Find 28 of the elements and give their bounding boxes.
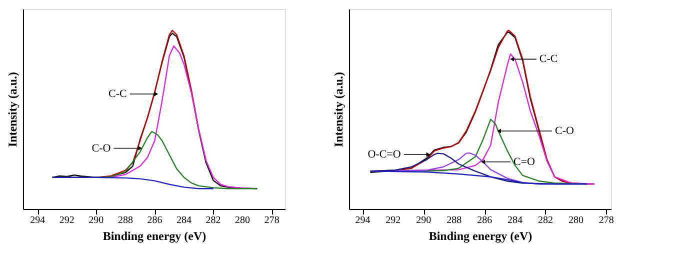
x-tick-label: 284 [508, 215, 523, 226]
x-tick-label: 290 [88, 215, 104, 226]
x-axis-title: Binding energy (eV) [428, 229, 532, 243]
x-tick-label: 278 [598, 215, 614, 226]
x-tick-label: 288 [118, 215, 133, 226]
x-tick-label: 282 [538, 215, 553, 226]
x-tick-label: 282 [206, 215, 221, 226]
x-tick-label: 294 [355, 215, 370, 226]
x-tick-label: 288 [446, 215, 462, 226]
x-tick-label: 286 [147, 215, 162, 226]
y-axis-title: Intensity (a.u.) [332, 72, 346, 148]
x-tick-label: 292 [386, 215, 401, 226]
x-tick-label: 286 [477, 215, 492, 226]
x-axis-title: Binding energy (eV) [102, 229, 206, 243]
x-tick-label: 294 [30, 215, 46, 226]
y-axis-title: Intensity (a.u.) [6, 72, 20, 148]
annotation: C-C [539, 53, 558, 66]
x-tick-label: 280 [568, 215, 584, 226]
x-tick-label: 280 [235, 215, 250, 226]
x-tick-label: 292 [59, 215, 74, 226]
x-tick-label: 284 [176, 215, 192, 226]
x-tick-label: 290 [416, 215, 432, 226]
annotation: C-O [92, 142, 111, 154]
annotation: O-C=O [368, 148, 401, 161]
annotation: C=O [513, 156, 536, 168]
annotation: C-O [555, 125, 574, 137]
x-tick-label: 278 [264, 215, 280, 226]
annotation: C-C [108, 88, 127, 100]
